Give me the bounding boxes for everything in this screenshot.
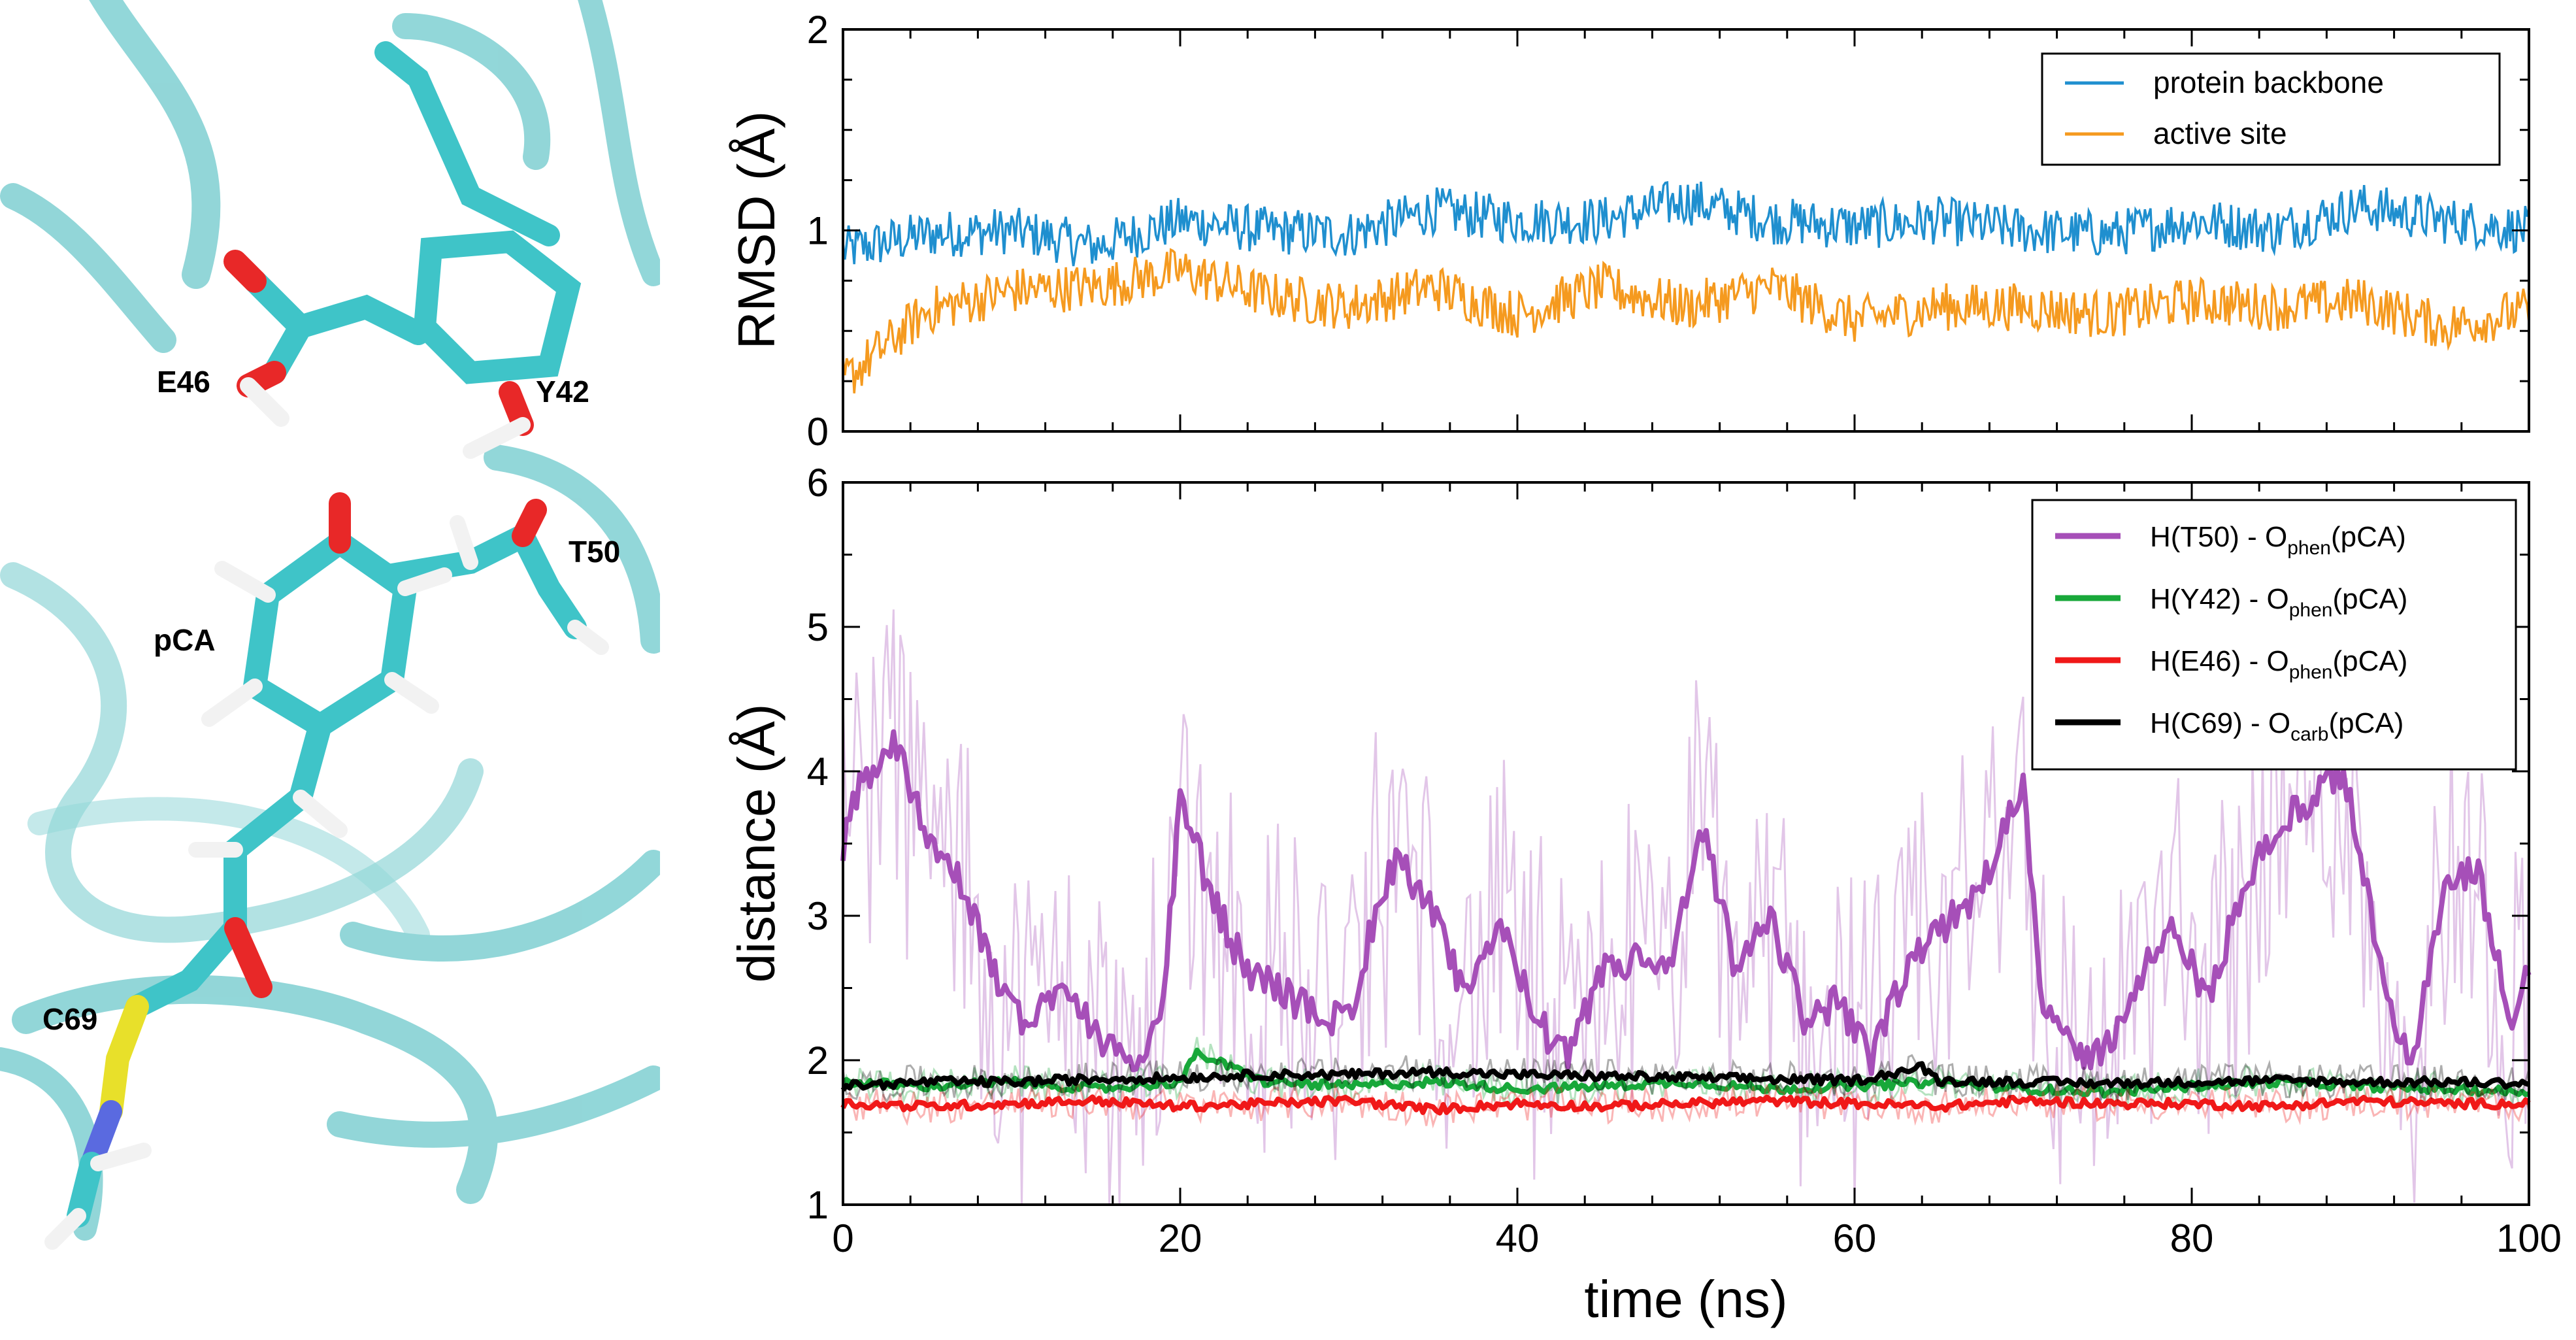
- legend-label-t50: H(T50) - Ophen(pCA): [2150, 521, 2406, 559]
- distance-series-group: [840, 609, 2532, 1205]
- x-tick-label: 60: [1833, 1216, 1877, 1260]
- rmsd-legend-box: [2041, 52, 2501, 166]
- rmsd-distance-figure: 012 RMSD (Å) protein backbone active sit…: [727, 8, 2562, 1328]
- distance-axes: 0 20 40 60 80 100 1 2 3 4 5 6: [807, 461, 2562, 1260]
- residue-sticks: [44, 41, 609, 1250]
- legend-label-y42: H(Y42) - Ophen(pCA): [2150, 583, 2407, 621]
- y-tick-label: 1: [807, 1183, 829, 1227]
- distance-legend: H(T50) - Ophen(pCA) H(Y42) - Ophen(pCA) …: [2031, 499, 2517, 771]
- legend-label-e46: H(E46) - Ophen(pCA): [2150, 645, 2407, 683]
- rmsd-axes: 0 1 2: [807, 8, 2530, 454]
- legend-label-backbone: protein backbone: [2153, 65, 2384, 99]
- distance-avg-e46: [840, 1094, 2531, 1116]
- label-pca: pCA: [154, 623, 216, 657]
- y-tick-label: 0: [807, 410, 829, 454]
- x-tick-label: 20: [1159, 1216, 1202, 1260]
- molecular-structure-image: E46 Y42 T50 pCA C69: [0, 0, 660, 1250]
- rmsd-series-group: [842, 180, 2530, 394]
- y-tick-label: 2: [807, 1039, 829, 1082]
- rmsd-panel: 0 1 2 RMSD (Å) protein backbone active sit…: [727, 8, 2530, 454]
- y-tick-label: 4: [807, 750, 829, 794]
- residue-labels: E46 Y42 T50 pCA C69: [42, 365, 620, 1036]
- legend-label-c69: H(C69) - Ocarb(pCA): [2150, 707, 2403, 745]
- x-tick-label: 0: [832, 1216, 853, 1260]
- label-y42: Y42: [536, 375, 589, 409]
- label-t50: T50: [569, 535, 620, 569]
- distance-y-label: distance (Å): [727, 704, 785, 983]
- distance-avg-t50: [840, 729, 2532, 1077]
- label-c69: C69: [42, 1002, 97, 1036]
- label-e46: E46: [157, 365, 210, 399]
- rmsd-legend: protein backbone active site: [2041, 52, 2501, 166]
- time-x-label: time (ns): [1584, 1270, 1787, 1328]
- x-tick-label: 40: [1496, 1216, 1540, 1260]
- y-tick-label: 3: [807, 894, 829, 938]
- legend-label-active-site: active site: [2153, 116, 2287, 150]
- x-tick-label: 80: [2170, 1216, 2214, 1260]
- protein-ribbons: [0, 0, 660, 1241]
- y-tick-label: 5: [807, 605, 829, 649]
- rmsd-series-active_site: [842, 248, 2530, 394]
- rmsd-y-label: RMSD (Å): [727, 111, 785, 349]
- y-tick-label: 1: [807, 209, 829, 253]
- y-tick-label: 6: [807, 461, 829, 505]
- distance-avg-y42: [841, 1047, 2530, 1099]
- distance-avg-c69: [840, 1061, 2530, 1092]
- y-tick-label: 2: [807, 8, 829, 52]
- distance-raw-e46: [842, 1082, 2530, 1129]
- distance-raw-t50: [842, 609, 2530, 1205]
- x-tick-label: 100: [2496, 1216, 2562, 1260]
- rmsd-series-backbone: [842, 180, 2530, 267]
- distance-panel: 0 20 40 60 80 100 1 2 3 4 5 6 distance (Å) time (ns…: [727, 461, 2562, 1328]
